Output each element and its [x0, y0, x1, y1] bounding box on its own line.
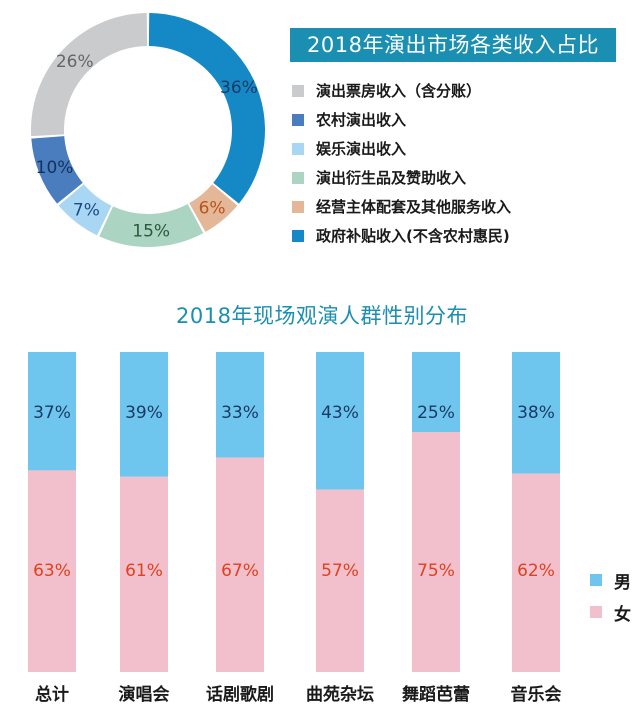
bar-female-3 [316, 489, 364, 672]
pie-legend-label-2: 娱乐演出收入 [316, 140, 407, 158]
bar-male-2 [216, 352, 264, 458]
bar-female-label-4: 75% [417, 561, 455, 581]
bar-female-5 [512, 473, 560, 672]
bar-male-4 [412, 352, 460, 432]
donut-slice-label-0: 36% [220, 78, 258, 98]
pie-legend-label-0: 演出票房收入（含分账） [316, 82, 482, 100]
bar-male-label-1: 39% [125, 403, 163, 423]
bar-male-1 [120, 352, 168, 477]
pie-legend-swatch-5 [292, 229, 304, 242]
pie-legend-label-3: 演出衍生品及赞助收入 [316, 169, 467, 187]
bar-category-label-1: 演唱会 [119, 684, 170, 705]
bar-male-label-4: 25% [417, 403, 455, 423]
pie-legend-item-4: 经营主体配套及其他服务收入 [292, 192, 511, 221]
pie-legend-label-5: 政府补贴收入(不含农村惠民) [316, 227, 510, 245]
donut-slice-2 [99, 204, 204, 248]
bar-female-label-5: 62% [517, 561, 555, 581]
donut-slice-5 [31, 13, 148, 137]
bar-female-label-0: 63% [33, 561, 71, 581]
bar-category-label-0: 总计 [35, 684, 69, 705]
donut-slice-3 [58, 184, 112, 236]
bar-female-4 [412, 432, 460, 672]
bar-female-label-3: 57% [321, 561, 359, 581]
bar-male-label-2: 33% [221, 403, 259, 423]
pie-legend-swatch-2 [292, 142, 304, 155]
income-donut-chart: 36% 6% 15% 7% 10% 26% [31, 13, 266, 248]
bar-male-label-5: 38% [517, 403, 555, 423]
bar-category-label-3: 曲苑杂坛 [306, 684, 374, 705]
bar-legend-swatch-1 [590, 606, 602, 618]
bar-category-label-5: 音乐会 [511, 684, 562, 705]
bar-female-label-1: 61% [125, 561, 163, 581]
bar-male-label-0: 37% [33, 403, 71, 423]
pie-legend-swatch-0 [292, 84, 304, 97]
bar-chart-title: 2018年现场观演人群性别分布 [176, 304, 468, 328]
bar-category-label-4: 舞蹈芭蕾 [402, 684, 470, 705]
bar-male-3 [316, 352, 364, 490]
bar-female-0 [28, 470, 76, 672]
pie-legend-swatch-4 [292, 200, 304, 213]
bar-legend-label-1: 女 [614, 604, 631, 625]
donut-slice-label-4: 10% [36, 158, 74, 178]
pie-legend-item-5: 政府补贴收入(不含农村惠民) [292, 221, 511, 250]
donut-slice-1 [189, 184, 238, 232]
bar-female-2 [216, 457, 264, 672]
donut-slice-label-3: 7% [73, 200, 100, 220]
pie-legend-item-1: 农村演出收入 [292, 105, 511, 134]
bar-legend: 男女 [590, 564, 631, 628]
bar-legend-item-1: 女 [590, 596, 631, 628]
bar-female-label-2: 67% [221, 561, 259, 581]
bar-male-label-3: 43% [321, 403, 359, 423]
pie-legend-item-0: 演出票房收入（含分账） [292, 76, 511, 105]
pie-legend: 演出票房收入（含分账） 农村演出收入 娱乐演出收入演出衍生品及赞助收入经营主体配套及… [292, 76, 511, 250]
bar-category-label-2: 话剧歌剧 [206, 684, 274, 705]
bar-legend-item-0: 男 [590, 564, 631, 596]
donut-slice-label-5: 26% [56, 52, 94, 72]
pie-legend-item-3: 演出衍生品及赞助收入 [292, 163, 511, 192]
donut-slice-label-1: 6% [199, 198, 226, 218]
bar-female-1 [120, 476, 168, 672]
pie-chart-title: 2018年演出市场各类收入占比 [290, 28, 616, 62]
pie-legend-label-1: 农村演出收入 [316, 111, 407, 129]
pie-legend-label-4: 经营主体配套及其他服务收入 [316, 198, 512, 216]
bar-legend-swatch-0 [590, 574, 602, 586]
bar-legend-label-0: 男 [614, 572, 631, 593]
pie-legend-swatch-3 [292, 171, 304, 184]
bar-male-0 [28, 352, 76, 471]
pie-legend-item-2: 娱乐演出收入 [292, 134, 511, 163]
donut-slice-label-2: 15% [132, 221, 170, 241]
pie-legend-swatch-1 [292, 113, 304, 126]
bar-male-5 [512, 352, 560, 474]
donut-slice-0 [148, 13, 266, 204]
donut-slice-4 [31, 136, 83, 204]
